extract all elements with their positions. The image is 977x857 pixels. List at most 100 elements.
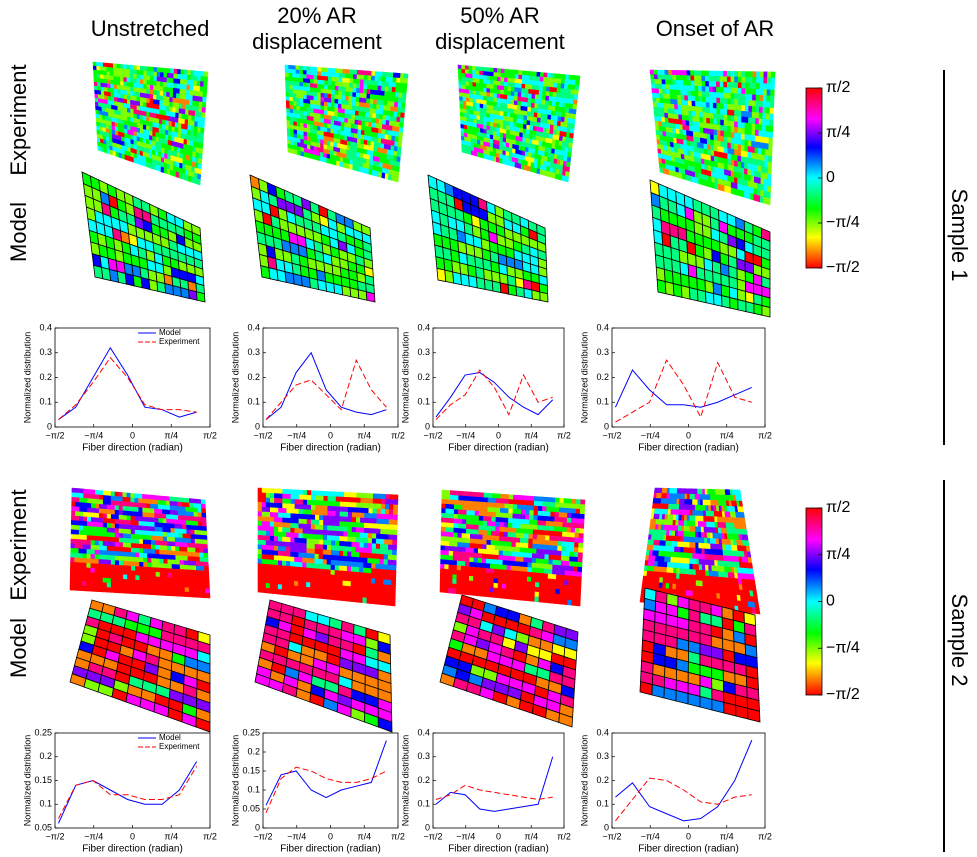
map-cell xyxy=(91,587,95,592)
map-cell xyxy=(758,166,762,173)
map-cell xyxy=(99,569,103,574)
map-cell xyxy=(323,516,327,521)
map-cell xyxy=(171,69,175,74)
map-cell xyxy=(321,68,325,73)
map-cell xyxy=(162,505,166,510)
map-cell xyxy=(143,549,147,554)
map-cell xyxy=(278,580,282,585)
map-cell xyxy=(140,589,144,594)
map-cell xyxy=(343,546,347,551)
map-cell xyxy=(75,516,79,521)
map-cell xyxy=(360,543,364,548)
map-cell xyxy=(76,493,80,498)
map-cell xyxy=(703,102,707,108)
map-cell xyxy=(303,548,307,553)
map-cell xyxy=(164,78,167,83)
map-cell xyxy=(76,502,80,507)
map-cell xyxy=(331,94,335,99)
map-cell xyxy=(497,69,501,74)
map-cell xyxy=(687,81,691,86)
map-cell xyxy=(296,82,300,86)
map-cell xyxy=(91,527,95,532)
map-cell xyxy=(148,567,152,572)
map-cell xyxy=(103,578,107,583)
map-cell xyxy=(181,288,190,299)
map-cell xyxy=(285,73,289,77)
map-cell xyxy=(331,570,335,575)
map-cell xyxy=(270,527,274,532)
map-cell xyxy=(266,488,270,493)
map-cell xyxy=(298,151,301,156)
map-cell xyxy=(363,593,367,598)
map-cell xyxy=(335,565,339,570)
map-cell xyxy=(196,570,200,575)
map-cell xyxy=(95,573,99,578)
map-cell xyxy=(79,535,83,540)
map-cell xyxy=(758,148,762,155)
map-cell xyxy=(519,71,523,76)
map-cell xyxy=(384,555,388,560)
map-cell xyxy=(303,563,307,568)
map-cell xyxy=(174,69,178,74)
map-cell xyxy=(374,95,378,100)
map-cell xyxy=(135,526,139,531)
map-cell xyxy=(170,97,173,102)
map-cell xyxy=(521,97,525,102)
map-cell xyxy=(95,568,99,573)
map-cell xyxy=(196,553,200,558)
map-cell xyxy=(343,581,347,586)
map-cell xyxy=(325,85,329,90)
map-cell xyxy=(376,529,380,534)
map-cell xyxy=(144,576,148,581)
map-cell xyxy=(139,494,143,499)
map-cell xyxy=(724,77,728,83)
map-cell xyxy=(307,563,311,568)
map-cell xyxy=(353,79,357,84)
map-cell xyxy=(258,564,262,569)
map-cell xyxy=(155,527,159,532)
map-cell xyxy=(131,530,135,535)
map-cell xyxy=(364,85,368,90)
map-cell xyxy=(758,172,761,179)
map-cell xyxy=(746,72,750,78)
map-cell xyxy=(373,104,377,109)
map-cell xyxy=(294,150,297,155)
map-cell xyxy=(150,94,153,99)
map-cell xyxy=(135,521,139,526)
map-cell xyxy=(103,518,107,523)
map-cell xyxy=(290,566,294,571)
map-cell xyxy=(278,508,282,513)
map-cell xyxy=(693,116,697,122)
map-cell xyxy=(476,75,480,79)
map-cell xyxy=(499,158,502,163)
map-cell xyxy=(134,88,137,93)
map-cell xyxy=(298,577,302,582)
map-cell xyxy=(203,87,207,93)
map-cell xyxy=(115,542,119,547)
map-cell xyxy=(344,502,348,507)
map-cell xyxy=(363,578,367,583)
map-cell xyxy=(147,76,150,81)
map-cell xyxy=(359,107,363,112)
map-cell xyxy=(74,586,78,591)
map-cell xyxy=(535,95,539,100)
map-cell xyxy=(724,137,727,143)
map-cell xyxy=(179,533,183,538)
map-cell xyxy=(123,570,127,575)
map-cell xyxy=(115,551,119,556)
map-cell xyxy=(119,543,123,548)
map-cell xyxy=(381,524,385,529)
map-cell xyxy=(745,152,748,158)
map-cell xyxy=(307,510,311,515)
map-cell xyxy=(186,503,190,508)
map-cell xyxy=(123,534,127,539)
map-cell xyxy=(514,92,518,97)
map-cell xyxy=(132,575,136,580)
map-cell xyxy=(370,90,374,95)
map-cell xyxy=(70,567,74,572)
map-cell xyxy=(518,79,522,84)
map-cell xyxy=(721,136,724,142)
map-cell xyxy=(130,70,133,75)
map-cell xyxy=(111,505,115,510)
map-cell xyxy=(180,75,184,80)
